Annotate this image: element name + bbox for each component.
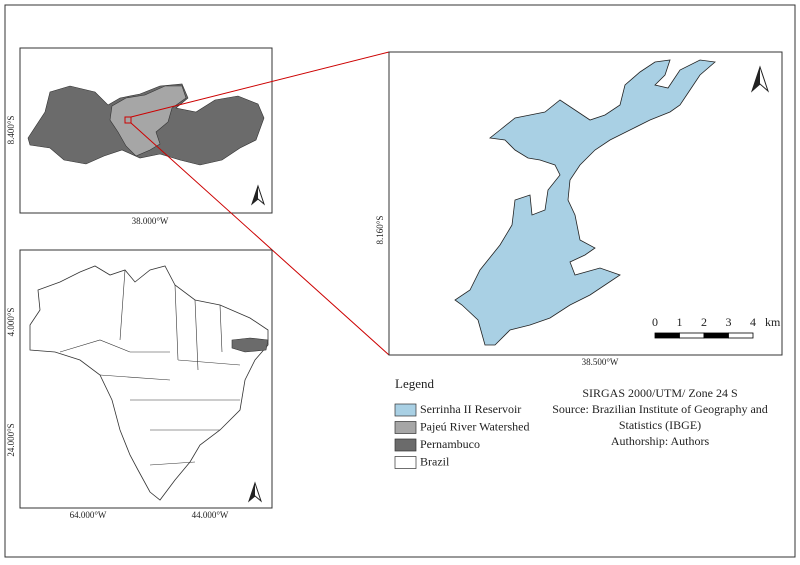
- north-arrow: [247, 481, 263, 503]
- notes: SIRGAS 2000/UTM/ Zone 24 S Source: Brazil…: [552, 386, 768, 448]
- legend-label: Serrinha II Reservoir: [420, 402, 521, 416]
- lat-label: 8.400°S: [6, 116, 16, 145]
- legend-swatch: [394, 421, 417, 434]
- legend-title: Legend: [395, 376, 434, 391]
- scale-label: 0: [652, 315, 658, 329]
- lat-label: 4.000°S: [6, 308, 16, 337]
- main-frame: [388, 51, 783, 356]
- legend-swatch: [394, 403, 417, 417]
- scale-segment: [679, 332, 705, 339]
- lon-label: 38.000°W: [132, 216, 169, 226]
- inset-frame: [19, 47, 273, 214]
- lon-label: 38.500°W: [582, 357, 619, 367]
- legend-label: Pajeú River Watershed: [420, 419, 529, 433]
- legend-swatch: [394, 456, 417, 469]
- scale-label: 3: [726, 315, 732, 329]
- brazil: [29, 265, 269, 501]
- note: Source: Brazilian Institute of Geography…: [552, 402, 768, 416]
- north-arrow: [250, 184, 266, 206]
- reservoir: [454, 59, 716, 346]
- zoom-line: [130, 122, 390, 356]
- lat-label: 8.160°S: [375, 216, 385, 245]
- scale-segment: [728, 332, 754, 339]
- scale-segment: [654, 332, 680, 339]
- sheet-border: [4, 4, 796, 558]
- scale-segment: [703, 332, 729, 339]
- scale-bar: 0 1 2 3 4 km: [652, 315, 781, 339]
- legend-label: Brazil: [420, 454, 450, 468]
- pernambuco-in-brazil: [231, 337, 269, 353]
- legend: Serrinha II Reservoir Pajeú River Watersh…: [394, 402, 529, 469]
- scale-unit: km: [765, 315, 781, 329]
- state-borders: [59, 269, 241, 466]
- lat-label: 24.000°S: [6, 423, 16, 456]
- watershed: [109, 85, 187, 157]
- legend-label: Pernambuco: [420, 437, 480, 451]
- scale-label: 1: [677, 315, 683, 329]
- scale-label: 2: [701, 315, 707, 329]
- lon-label: 44.000°W: [192, 510, 229, 520]
- note: Statistics (IBGE): [619, 418, 701, 432]
- lon-label: 64.000°W: [70, 510, 107, 520]
- scale-label: 4: [750, 315, 756, 329]
- note: SIRGAS 2000/UTM/ Zone 24 S: [582, 386, 737, 400]
- note: Authorship: Authors: [611, 434, 710, 448]
- legend-swatch: [394, 438, 417, 452]
- north-arrow: [750, 65, 770, 93]
- zoom-box: [124, 116, 132, 124]
- brazil-frame: [19, 249, 273, 509]
- zoom-line: [130, 51, 390, 118]
